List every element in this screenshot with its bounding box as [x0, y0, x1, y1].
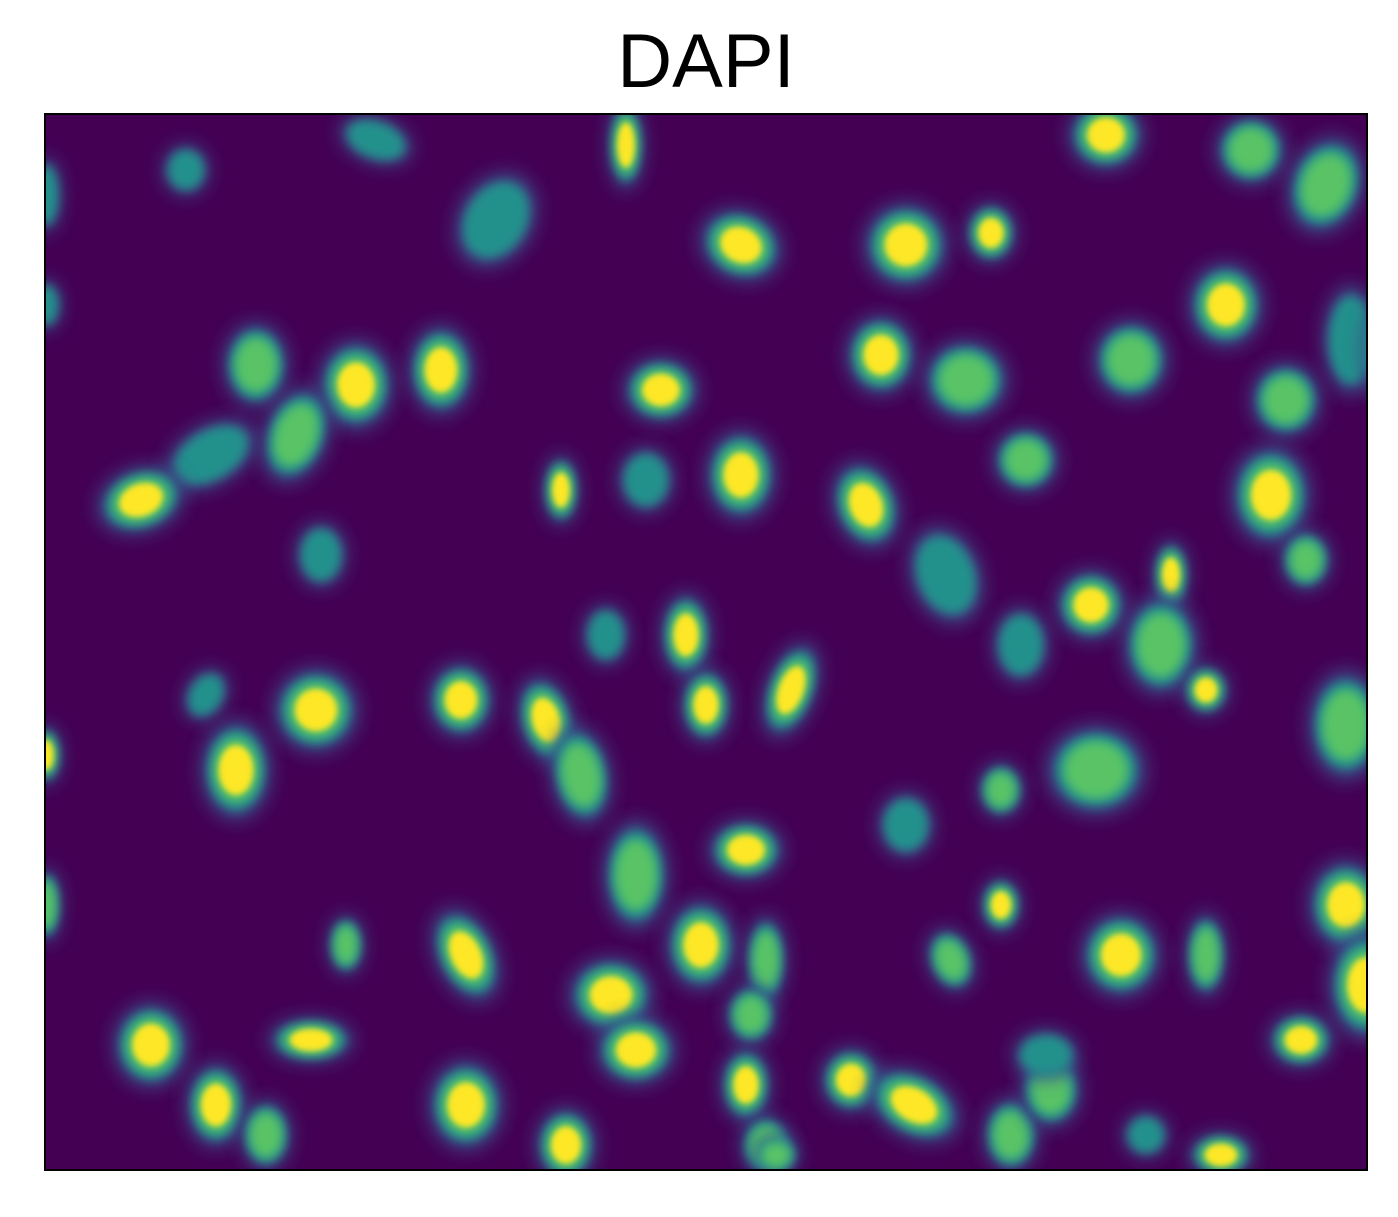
nucleus [661, 592, 711, 678]
nucleus [583, 605, 629, 665]
nucleus [1286, 136, 1366, 234]
nucleus [927, 928, 975, 992]
figure-title: DAPI [617, 19, 795, 104]
nucleus [536, 1107, 596, 1169]
nucleus [273, 667, 359, 753]
nucleus [1251, 362, 1321, 438]
nucleus [328, 915, 364, 975]
dapi-micrograph [46, 115, 1366, 1169]
nucleus [981, 877, 1021, 933]
nucleus [428, 662, 494, 738]
nucleus [596, 1015, 676, 1085]
nucleus [726, 985, 776, 1045]
nucleus [46, 725, 61, 785]
nucleus [1068, 115, 1144, 170]
nucleus [708, 820, 784, 880]
nucleus [296, 522, 346, 588]
nucleus [223, 322, 289, 408]
nucleus [706, 430, 776, 520]
nucleus [983, 1097, 1039, 1169]
nucleus [1323, 285, 1366, 395]
nucleus [550, 725, 612, 825]
nucleus [1093, 320, 1169, 400]
nucleus [1056, 570, 1126, 640]
nucleus [46, 157, 61, 233]
nucleus [1308, 860, 1366, 950]
nucleus [863, 202, 949, 288]
nucleus [1268, 1012, 1334, 1068]
nucleus [241, 1100, 291, 1169]
nucleus [97, 465, 185, 535]
nucleus [1188, 1132, 1254, 1169]
nucleus [878, 792, 934, 858]
nucleus [163, 145, 209, 195]
micrograph-panel [44, 113, 1368, 1171]
nucleus [699, 208, 783, 282]
nucleus [978, 762, 1024, 818]
nucleus [165, 418, 257, 492]
nucleus [201, 720, 271, 820]
nucleus [318, 340, 394, 430]
nucleus [1081, 912, 1161, 998]
nucleus [568, 957, 654, 1033]
nucleus [608, 115, 644, 190]
nucleus [721, 1047, 771, 1123]
nucleus [1216, 115, 1286, 185]
nucleus [408, 325, 474, 415]
nucleus [1123, 595, 1199, 695]
nucleus [1013, 1030, 1079, 1080]
nucleus [993, 607, 1049, 683]
nucleus [867, 1067, 961, 1143]
nucleus [753, 1135, 799, 1169]
nucleus [761, 642, 821, 738]
nucleus [1328, 930, 1366, 1040]
nucleus [746, 915, 786, 1005]
nucleus [46, 867, 61, 943]
nucleus [1361, 320, 1366, 380]
nucleus [339, 115, 413, 165]
nucleus [260, 386, 332, 484]
nucleus [993, 427, 1059, 493]
nucleus [681, 667, 731, 743]
nucleus [1281, 530, 1331, 590]
nucleus [623, 357, 699, 423]
nucleus [1153, 540, 1189, 610]
nucleus [1123, 1112, 1169, 1158]
nucleus [923, 340, 1009, 420]
nucleus [431, 907, 501, 1003]
nucleus [46, 280, 61, 330]
nucleus [603, 820, 669, 930]
nucleus [618, 447, 674, 513]
nucleus [183, 669, 229, 721]
nucleus [1188, 262, 1264, 348]
nucleus [455, 172, 537, 268]
nucleus [1186, 912, 1226, 998]
nucleus [113, 1002, 189, 1088]
nucleus [186, 1062, 246, 1148]
nucleus [1046, 725, 1146, 815]
nucleus [543, 455, 579, 525]
nucleus [846, 315, 916, 395]
nucleus [831, 461, 901, 549]
nucleus [1231, 445, 1311, 545]
nucleus [966, 203, 1016, 263]
nucleus [268, 1017, 354, 1063]
nucleus [821, 1047, 881, 1113]
nucleus [428, 1060, 504, 1150]
nucleus [908, 526, 984, 624]
nucleus [1183, 665, 1229, 715]
nucleus [666, 900, 736, 990]
nucleus [1308, 670, 1366, 780]
